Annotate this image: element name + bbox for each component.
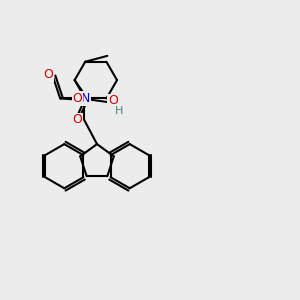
- Text: O: O: [108, 94, 118, 107]
- Text: O: O: [73, 113, 82, 126]
- Text: O: O: [44, 68, 53, 81]
- Text: N: N: [80, 92, 90, 105]
- Text: O: O: [72, 92, 82, 105]
- Text: H: H: [115, 106, 123, 116]
